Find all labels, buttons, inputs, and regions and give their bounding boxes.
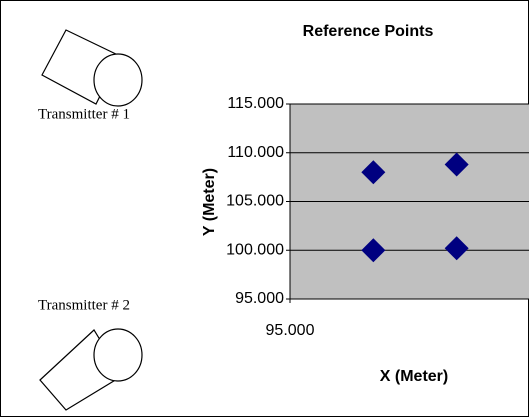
- y-tick-label: 105.000: [226, 193, 284, 210]
- point: [361, 160, 386, 185]
- y-tick-label: 110.000: [227, 144, 284, 161]
- transmitter-2-icon: [39, 328, 143, 411]
- point: [444, 152, 469, 177]
- point: [361, 238, 386, 263]
- y-tick-label: 100.000: [226, 241, 284, 258]
- x-axis-label: X (Meter): [380, 368, 448, 385]
- chart-title: Reference Points: [303, 23, 434, 40]
- y-tick-label: 115.000: [227, 95, 284, 112]
- y-axis-label: Y (Meter): [201, 168, 218, 236]
- x-tick-label: 95.000: [266, 322, 315, 339]
- transmitter-1-icon: [41, 29, 143, 107]
- annotation: Transmitter # 2: [38, 297, 130, 313]
- point: [444, 236, 469, 261]
- annotation: Transmitter # 1: [38, 106, 130, 122]
- y-tick-label: 95.000: [235, 290, 284, 307]
